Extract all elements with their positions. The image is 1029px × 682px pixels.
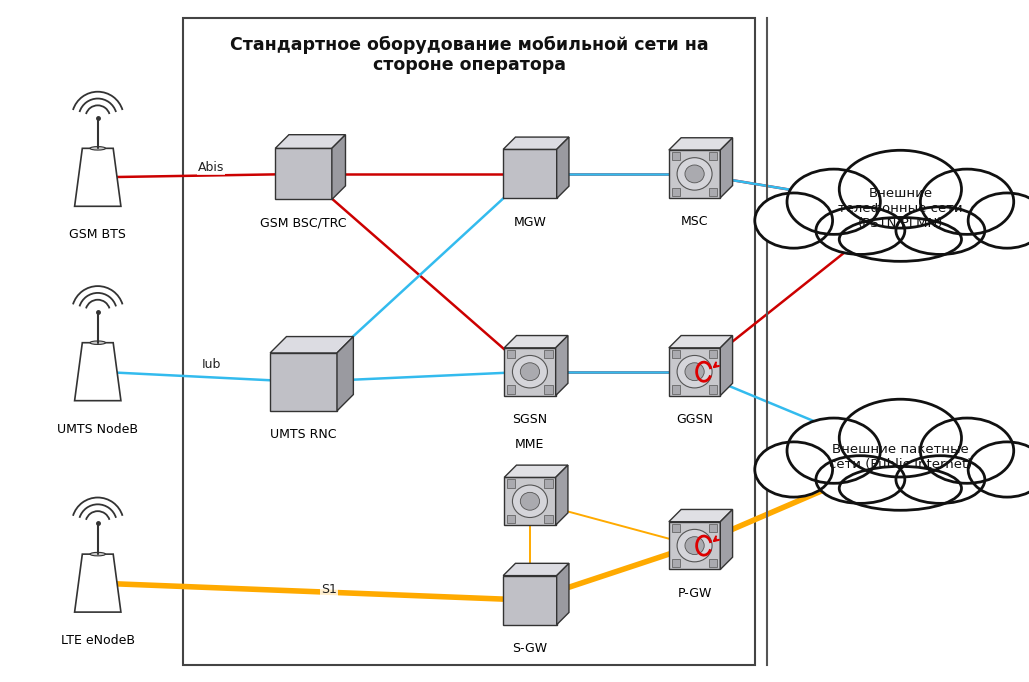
- Polygon shape: [275, 135, 346, 149]
- Ellipse shape: [920, 169, 1014, 235]
- Polygon shape: [504, 465, 568, 477]
- Polygon shape: [331, 135, 346, 199]
- Ellipse shape: [685, 537, 704, 554]
- Polygon shape: [669, 150, 720, 198]
- Text: GGSN: GGSN: [676, 413, 713, 426]
- Text: MME: MME: [516, 439, 544, 451]
- Polygon shape: [503, 576, 557, 625]
- Polygon shape: [556, 465, 568, 525]
- Polygon shape: [720, 509, 733, 569]
- Polygon shape: [504, 348, 556, 396]
- Polygon shape: [270, 337, 353, 353]
- Ellipse shape: [896, 207, 985, 254]
- Polygon shape: [669, 509, 733, 522]
- FancyBboxPatch shape: [709, 152, 717, 160]
- FancyBboxPatch shape: [544, 350, 553, 358]
- Text: MSC: MSC: [681, 215, 708, 228]
- Polygon shape: [669, 348, 720, 396]
- FancyBboxPatch shape: [672, 350, 680, 358]
- FancyBboxPatch shape: [507, 515, 516, 523]
- FancyBboxPatch shape: [709, 385, 717, 394]
- FancyBboxPatch shape: [544, 385, 553, 394]
- Ellipse shape: [787, 169, 881, 235]
- Ellipse shape: [840, 218, 961, 261]
- Polygon shape: [720, 138, 733, 198]
- FancyBboxPatch shape: [672, 188, 680, 196]
- FancyBboxPatch shape: [544, 515, 553, 523]
- Ellipse shape: [920, 418, 1014, 484]
- Ellipse shape: [816, 456, 904, 503]
- Polygon shape: [557, 137, 569, 198]
- Polygon shape: [720, 336, 733, 396]
- Polygon shape: [504, 477, 556, 525]
- FancyBboxPatch shape: [507, 350, 516, 358]
- Polygon shape: [270, 353, 336, 411]
- Text: Стандартное оборудование мобильной сети на
стороне оператора: Стандартное оборудование мобильной сети …: [229, 35, 709, 74]
- Polygon shape: [669, 336, 733, 348]
- Text: UMTS RNC: UMTS RNC: [271, 428, 336, 441]
- FancyBboxPatch shape: [709, 188, 717, 196]
- Ellipse shape: [521, 363, 539, 381]
- FancyBboxPatch shape: [709, 350, 717, 358]
- Text: Iub: Iub: [202, 358, 220, 372]
- Ellipse shape: [968, 193, 1029, 248]
- FancyBboxPatch shape: [672, 385, 680, 394]
- Text: Внешние
телефонные сети
(PSTN/PLMN): Внешние телефонные сети (PSTN/PLMN): [838, 186, 963, 230]
- Polygon shape: [557, 563, 569, 625]
- Ellipse shape: [840, 150, 961, 228]
- Ellipse shape: [91, 341, 105, 344]
- Ellipse shape: [677, 529, 712, 562]
- Ellipse shape: [896, 456, 985, 503]
- Polygon shape: [503, 137, 569, 149]
- Text: MGW: MGW: [513, 216, 546, 228]
- Polygon shape: [504, 336, 568, 348]
- Polygon shape: [275, 149, 331, 199]
- Ellipse shape: [91, 552, 105, 556]
- Text: LTE eNodeB: LTE eNodeB: [61, 634, 135, 647]
- FancyBboxPatch shape: [709, 559, 717, 567]
- Text: GSM BTS: GSM BTS: [69, 228, 127, 241]
- Ellipse shape: [840, 399, 961, 477]
- Text: P-GW: P-GW: [677, 587, 712, 599]
- Ellipse shape: [512, 485, 547, 518]
- Polygon shape: [669, 138, 733, 150]
- Ellipse shape: [816, 207, 904, 254]
- FancyBboxPatch shape: [672, 152, 680, 160]
- Polygon shape: [75, 554, 121, 612]
- FancyBboxPatch shape: [709, 524, 717, 532]
- Ellipse shape: [677, 355, 712, 388]
- Polygon shape: [503, 149, 557, 198]
- Ellipse shape: [840, 466, 961, 510]
- Ellipse shape: [512, 355, 547, 388]
- FancyBboxPatch shape: [507, 479, 516, 488]
- Text: Внешние пакетные
сети (Public Internet): Внешние пакетные сети (Public Internet): [828, 443, 972, 471]
- Polygon shape: [336, 337, 353, 411]
- Polygon shape: [75, 149, 121, 206]
- FancyBboxPatch shape: [507, 385, 516, 394]
- Text: S1: S1: [321, 583, 338, 597]
- Text: S-GW: S-GW: [512, 642, 547, 655]
- Ellipse shape: [521, 492, 539, 510]
- Text: SGSN: SGSN: [512, 413, 547, 426]
- Polygon shape: [556, 336, 568, 396]
- Polygon shape: [75, 342, 121, 400]
- Text: UMTS NodeB: UMTS NodeB: [58, 423, 138, 436]
- Ellipse shape: [968, 442, 1029, 497]
- Ellipse shape: [91, 147, 105, 150]
- Ellipse shape: [755, 442, 832, 497]
- FancyBboxPatch shape: [544, 479, 553, 488]
- Ellipse shape: [787, 418, 881, 484]
- Ellipse shape: [677, 158, 712, 190]
- Ellipse shape: [755, 193, 832, 248]
- FancyBboxPatch shape: [672, 559, 680, 567]
- FancyBboxPatch shape: [672, 524, 680, 532]
- Text: GSM BSC/TRC: GSM BSC/TRC: [260, 217, 347, 230]
- Ellipse shape: [685, 363, 704, 381]
- Polygon shape: [669, 522, 720, 569]
- Polygon shape: [503, 563, 569, 576]
- Text: Abis: Abis: [198, 160, 224, 174]
- Ellipse shape: [685, 165, 704, 183]
